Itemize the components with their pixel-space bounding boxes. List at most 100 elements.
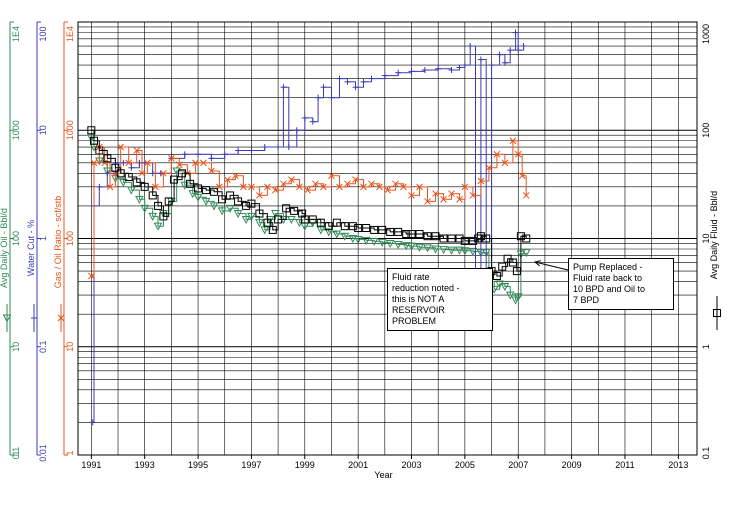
fluid-point [186, 179, 195, 188]
fluid-point [348, 222, 357, 231]
gor-point [280, 180, 287, 188]
gor-point-stroke [493, 150, 501, 158]
water-point [352, 84, 359, 91]
fluid-point [386, 227, 395, 236]
annotation-line: 7 BPD [573, 295, 600, 305]
oil-point [135, 195, 144, 204]
gor-point [101, 159, 109, 167]
oil-point [521, 249, 531, 258]
oil-point [447, 246, 456, 255]
gor-point [400, 183, 407, 191]
fluid-point [362, 224, 371, 233]
water-tick-label: 0.01 [38, 444, 48, 462]
fluid-point [402, 230, 411, 239]
water-point [435, 65, 442, 72]
fluid-point [255, 209, 264, 218]
fluid-point [370, 225, 379, 234]
fluid-point [87, 126, 96, 135]
gor-point [368, 180, 375, 188]
pump-note-arrow [533, 260, 569, 271]
gor-point [117, 143, 125, 151]
water-point [208, 155, 215, 162]
gor-point [424, 198, 431, 205]
gor-point [432, 190, 439, 197]
fluid-point [140, 182, 149, 191]
gor-point [288, 176, 295, 183]
gor-point [152, 183, 159, 191]
oil-point [148, 212, 158, 221]
water-tick-label: 1 [38, 236, 48, 241]
fluid-point [274, 215, 283, 224]
oil-point [241, 215, 251, 224]
fluid-point [132, 178, 141, 187]
x-axis-title: Year [374, 470, 392, 480]
fluid-point [247, 199, 256, 208]
gor-point-stroke [280, 180, 287, 188]
fluid-point [455, 234, 464, 243]
gor-point-stroke [296, 183, 303, 191]
fluid-point [298, 209, 307, 218]
x-tick-label: 1997 [241, 460, 261, 470]
gor-point [208, 167, 215, 175]
gor-point [416, 183, 423, 191]
oil-point [369, 237, 379, 246]
fluid-series [87, 126, 531, 281]
water-point [488, 62, 495, 69]
gor-point-stroke [208, 167, 215, 175]
fluid-point [300, 215, 309, 224]
water-point [336, 75, 343, 82]
water-point [395, 69, 402, 76]
fluid-point [522, 234, 531, 243]
oil-point [468, 247, 478, 256]
gor-point [376, 183, 383, 191]
fluid-point [103, 154, 112, 163]
water-point [96, 183, 103, 190]
water-point [136, 159, 143, 166]
gor-point-stroke [176, 161, 183, 169]
water-point [235, 147, 242, 154]
gor-point [272, 186, 279, 194]
fluid-point [407, 230, 416, 239]
gor-point [509, 137, 517, 145]
gor-point-stroke [256, 192, 263, 199]
gor-point [522, 192, 530, 199]
oil-point [377, 238, 387, 247]
gor-point [138, 169, 146, 177]
gor-point [176, 161, 183, 169]
oil-point [455, 246, 464, 255]
fluid-point [234, 197, 243, 206]
oil-point [260, 226, 270, 235]
gor-point-stroke [368, 180, 375, 188]
water-point [512, 29, 519, 36]
gor-point-stroke [360, 183, 367, 191]
annotation-pump-replaced: Pump Replaced - Fluid rate back to 10 BPD … [568, 258, 674, 310]
gor-point [360, 183, 367, 191]
fluid-point [474, 234, 483, 243]
gor-point-stroke [448, 190, 455, 197]
annotation-line: reduction noted - [392, 283, 460, 293]
x-tick-label: 2011 [615, 460, 634, 470]
oil-point [324, 228, 334, 237]
oil-point [340, 232, 350, 241]
water-series [89, 29, 527, 426]
water-point [368, 75, 375, 82]
gor-point-stroke [320, 183, 327, 191]
gor-point-stroke [192, 159, 199, 167]
gor-point [344, 180, 351, 188]
gor-point [456, 195, 463, 203]
water-point [221, 151, 228, 158]
gor-point-stroke [400, 183, 407, 191]
fluid-point [516, 232, 525, 241]
annotation-fluid-rate: Fluid rate reduction noted - this is NOT A… [387, 268, 493, 331]
x-tick-label: 2005 [455, 460, 475, 470]
gor-point [296, 183, 303, 191]
gor-point-stroke [392, 180, 399, 188]
oil-tick-label: 1 [11, 450, 21, 455]
gor-point [493, 150, 501, 158]
fluid-point [492, 272, 501, 281]
water-point [360, 78, 367, 85]
oil-point [225, 204, 235, 213]
x-tick-label: 2003 [401, 460, 421, 470]
fluid-point [394, 227, 403, 236]
fluid-point [154, 201, 163, 210]
